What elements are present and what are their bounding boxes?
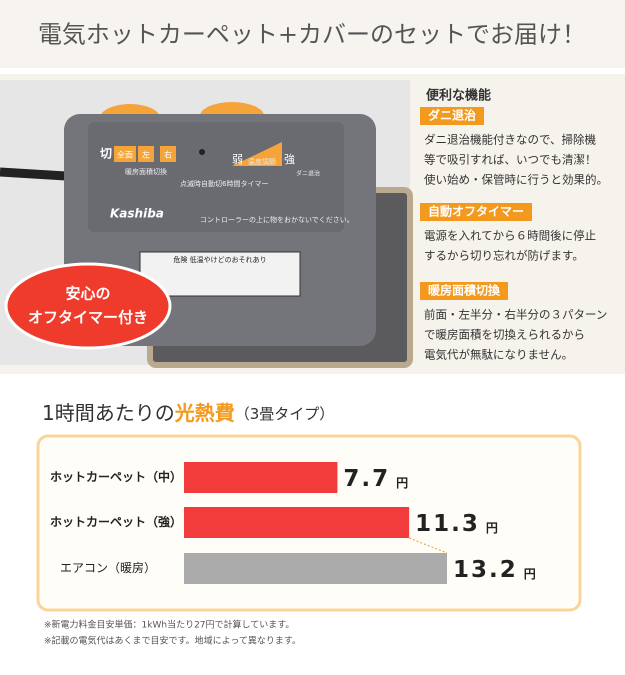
feature-label-bg [420, 203, 533, 221]
bar [184, 553, 447, 584]
feature-text: するから切り忘れが防げます。 [424, 249, 584, 263]
temp-wedge [232, 142, 282, 166]
zone-label: 全面 [117, 150, 133, 160]
badge [4, 262, 172, 350]
feature-text: 電気代が無駄になりません。 [424, 348, 573, 362]
timer-caption: 点滅時自動切6時間タイマー [180, 179, 268, 188]
zone-caption: 暖房面積切換 [125, 167, 167, 176]
mite-label: ダニ退治 [296, 170, 320, 178]
photo: 切 全面 左 右 暖房面積切換 弱 温度調節 強 ダニ退治 点滅時自動切6時間タ… [0, 80, 413, 368]
feature-label: 自動オフタイマー [428, 204, 524, 219]
temp-caption: 温度調節 [248, 157, 276, 166]
chart-title-highlight: 光熱費 [174, 401, 235, 425]
value-unit: 円 [396, 476, 408, 490]
feature-text: 前面・左半分・右半分の３パターン [424, 308, 607, 322]
header-title: 電気ホットカーペット+カバーのセットでお届け！ [38, 21, 586, 49]
value-label: 11.3 [415, 511, 480, 537]
zone-button [114, 146, 136, 162]
zone-label: 右 [164, 150, 172, 160]
badge-text: オフタイマー付き [28, 309, 148, 327]
zone-button [160, 146, 176, 162]
temp-low: 弱 [232, 153, 243, 166]
feature-label-bg [420, 282, 509, 300]
brand: Kashiba [110, 207, 164, 221]
feature-text: で暖房面積を切換えられるから [424, 328, 585, 342]
header-band [0, 0, 625, 68]
warning-label [139, 251, 301, 297]
chart-subtitle: （3畳タイプ） [235, 405, 335, 423]
footnote: ※新電力料金目安単価：1kWh当たり27円で計算しています。 [44, 619, 294, 631]
zone-button [138, 146, 154, 162]
feature-label: ダニ退治 [428, 108, 476, 123]
lamp [199, 149, 205, 155]
features-heading: 便利な機能 [426, 88, 491, 104]
value-label: 13.2 [453, 557, 518, 583]
badge-text: 安心の [65, 285, 110, 303]
category-label: エアコン（暖房） [60, 560, 156, 575]
temp-high: 強 [284, 153, 295, 166]
feature-text: ダニ退治機能付きなので、掃除機 [424, 133, 597, 147]
connector [408, 537, 448, 554]
footnote: ※記載の電気代はあくまで目安です。地域によって異なります。 [44, 635, 301, 647]
feature-text: 電源を入れてから６時間後に停止 [424, 229, 596, 243]
warning-text: 危険 低温やけどのおそれあり [173, 255, 266, 264]
value-label: 7.7 [343, 466, 390, 492]
feature-text: 等で吸引すれば、いつでも清潔！ [424, 153, 597, 167]
off-label: 切 [100, 147, 112, 161]
zone-label: 左 [142, 150, 150, 160]
value-unit: 円 [486, 521, 498, 535]
chart-title-part: 1時間あたりの [42, 401, 175, 425]
notice: コントローラーの上に物をおかないでください。 [200, 215, 354, 224]
category-label: ホットカーペット（強） [50, 514, 182, 529]
cord [0, 167, 67, 181]
feature-label-bg [420, 107, 485, 125]
feature-text: 使い始め・保管時に行うと効果的。 [424, 173, 608, 187]
bar [184, 507, 410, 538]
chart-title: 1時間あたりの光熱費（3畳タイプ） [42, 401, 334, 425]
value-unit: 円 [524, 567, 536, 581]
category-label: ホットカーペット（中） [50, 469, 182, 484]
feature-label: 暖房面積切換 [428, 283, 501, 298]
bar [184, 462, 338, 493]
